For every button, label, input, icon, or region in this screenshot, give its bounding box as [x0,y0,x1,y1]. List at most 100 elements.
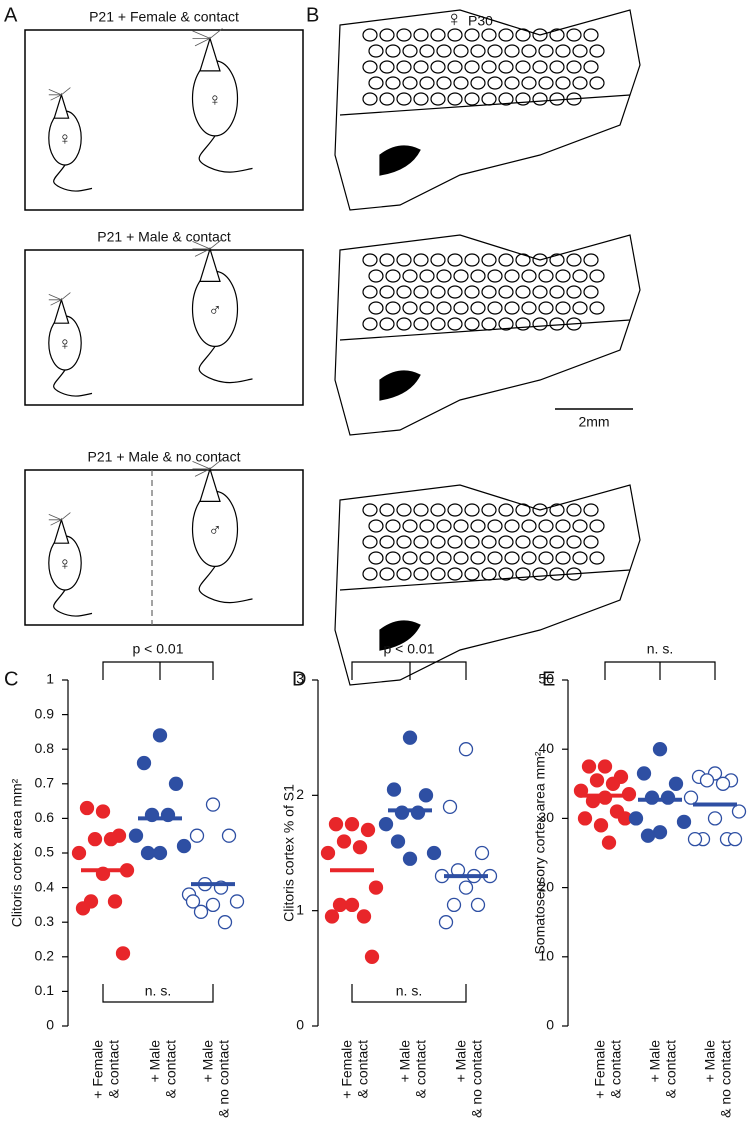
data-point [593,818,609,833]
barrel [549,253,565,267]
barrel [504,551,520,565]
data-point [217,915,233,930]
barrel [402,76,418,90]
barrel [396,92,412,106]
barrel [385,551,401,565]
rat-head [53,297,70,324]
data-point [87,832,103,847]
barrel [572,301,588,315]
barrel [430,317,446,331]
barrel [379,567,395,581]
data-point [176,838,192,854]
significance-label: p < 0.01 [384,641,435,657]
rat: ♀ [48,87,93,192]
data-point [438,915,454,930]
y-tick-label: 0.5 [35,844,55,860]
section-outline [334,9,641,211]
barrel [504,44,520,58]
rat-tail [53,164,93,192]
panel-label: E [542,668,555,690]
barrel [532,60,548,74]
sex-symbol: ♀ [58,129,72,149]
barrel [470,44,486,58]
barrel [447,317,463,331]
data-point [95,804,111,819]
clitoris-cortex [379,370,421,401]
barrel [498,317,514,331]
data-point [107,894,123,909]
scale-label: 2mm [578,414,609,430]
barrel [532,28,548,42]
y-tick-label: 1 [46,671,54,687]
barrel [430,253,446,267]
barrel [566,285,582,299]
x-tick-label: & contact [163,1040,179,1098]
condition-title: P21 + Male & contact [97,229,231,245]
section-part [339,569,631,591]
barrel [555,44,571,58]
x-tick-label: + Male [702,1040,718,1083]
barrel [566,503,582,517]
barrel [453,269,469,283]
barrel [436,551,452,565]
barrel [402,551,418,565]
data-point [140,845,156,861]
barrel [464,28,480,42]
barrel [515,317,531,331]
barrel [498,567,514,581]
barrel [515,503,531,517]
barrel [447,253,463,267]
barrel [430,567,446,581]
data-point [115,946,131,961]
barrel [521,551,537,565]
barrel [402,269,418,283]
data-point [577,811,593,826]
data-point [360,822,376,838]
x-tick-label: + Female [90,1040,106,1099]
barrel [521,269,537,283]
data-point [707,811,723,826]
barrel [413,535,429,549]
sex-symbol: ♂ [208,520,222,540]
data-point [364,949,380,964]
barrel [589,44,605,58]
barrel [419,301,435,315]
barrel [555,269,571,283]
barrel [396,60,412,74]
data-point [344,897,360,913]
barrel [515,285,531,299]
data-point [378,817,394,832]
barrel [532,285,548,299]
barrel [436,519,452,533]
rat: ♂ [191,238,253,384]
barrel [402,301,418,315]
barrel [549,535,565,549]
barrel [532,317,548,331]
rat-head [199,246,221,282]
data-point [668,776,684,791]
barrel [532,253,548,267]
significance-label: n. s. [396,983,422,999]
barrel [572,76,588,90]
data-point [644,790,660,805]
data-point [368,880,384,895]
barrel [362,253,378,267]
data-point [418,788,434,803]
data-point [458,880,474,895]
x-tick-label: + Male [147,1040,163,1083]
barrel [504,519,520,533]
y-tick-label: 30 [538,809,554,825]
rat-head [199,466,221,503]
barrel [470,519,486,533]
data-point [426,845,442,861]
rat-tail [198,566,253,604]
y-tick-label: 0.9 [35,705,55,721]
whiskers [48,292,71,306]
barrel [379,28,395,42]
barrel [368,44,384,58]
barrel [385,44,401,58]
data-point [75,901,91,916]
y-tick-label: 0.6 [35,809,55,825]
